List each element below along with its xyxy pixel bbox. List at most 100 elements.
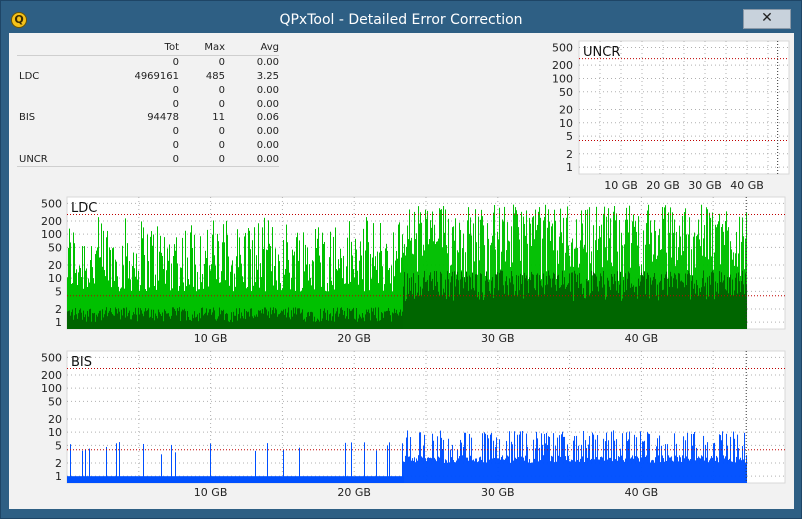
- data-bar: [495, 446, 497, 483]
- title-bar[interactable]: Q QPxTool - Detailed Error Correction ✕: [1, 1, 801, 39]
- data-bar: [715, 460, 717, 483]
- data-bar-dark: [628, 271, 630, 329]
- data-bar: [389, 442, 390, 483]
- data-bar: [584, 461, 586, 483]
- data-bar-dark: [522, 275, 524, 329]
- data-bar-dark: [607, 277, 609, 329]
- data-bar: [250, 476, 251, 483]
- data-bar-dark: [642, 275, 644, 329]
- data-bar: [297, 232, 298, 329]
- data-bar: [400, 272, 401, 329]
- data-bar-dark: [189, 319, 190, 329]
- data-bar: [693, 236, 695, 329]
- data-bar: [351, 442, 352, 483]
- data-bar-dark: [93, 313, 94, 329]
- data-bar-dark: [459, 294, 461, 329]
- data-bar-dark: [321, 321, 322, 329]
- data-bar: [165, 283, 166, 329]
- data-bar: [523, 216, 525, 329]
- data-bar: [225, 476, 226, 483]
- data-bar-dark: [140, 308, 141, 329]
- close-button[interactable]: ✕: [743, 9, 791, 29]
- data-bar-dark: [135, 307, 136, 329]
- data-bar-dark: [479, 299, 481, 329]
- data-bar-dark: [742, 270, 744, 329]
- data-bar-dark: [69, 310, 70, 329]
- data-bar: [98, 476, 99, 483]
- data-bar-dark: [382, 313, 383, 329]
- data-bar-dark: [378, 307, 379, 329]
- data-bar-dark: [514, 295, 516, 329]
- data-bar: [237, 476, 238, 483]
- data-bar: [671, 456, 673, 483]
- data-bar: [360, 241, 361, 329]
- data-bar: [235, 476, 236, 483]
- row-tot: 0: [172, 84, 179, 96]
- x-tick-label: 40 GB: [625, 486, 659, 499]
- data-bar-dark: [746, 284, 748, 329]
- data-bar: [375, 476, 376, 483]
- data-bar-dark: [212, 312, 213, 329]
- data-bar: [655, 457, 657, 483]
- data-bar-dark: [591, 270, 593, 329]
- data-bar: [681, 461, 683, 483]
- data-bar: [311, 285, 312, 329]
- data-bar-dark: [125, 317, 126, 329]
- data-bar: [332, 476, 333, 483]
- data-bar-dark: [139, 314, 140, 329]
- data-bar-dark: [718, 293, 720, 329]
- series-bars: [67, 430, 748, 483]
- data-bar-dark: [570, 291, 572, 329]
- data-bar: [79, 265, 80, 329]
- data-bar-dark: [536, 274, 538, 329]
- data-bar: [464, 432, 466, 483]
- data-bar: [664, 461, 666, 483]
- data-bar: [72, 476, 73, 483]
- data-bar: [215, 476, 216, 483]
- data-bar: [587, 457, 589, 483]
- data-bar-dark: [595, 274, 597, 329]
- data-bar: [170, 476, 171, 483]
- data-bar: [241, 263, 242, 329]
- data-bar: [461, 442, 463, 483]
- data-bar: [717, 457, 719, 483]
- data-bar: [606, 432, 608, 483]
- data-bar: [433, 241, 435, 329]
- data-bar: [469, 433, 471, 483]
- data-bar: [176, 237, 177, 329]
- data-bar-dark: [249, 316, 250, 329]
- data-bar: [311, 476, 312, 483]
- data-bar: [148, 476, 149, 483]
- data-bar: [480, 456, 482, 483]
- data-bar-dark: [701, 287, 703, 329]
- data-bar-dark: [144, 311, 145, 329]
- data-bar: [473, 459, 475, 483]
- data-bar-dark: [334, 321, 335, 329]
- data-bar: [277, 289, 278, 329]
- data-bar-dark: [532, 274, 534, 329]
- data-bar-dark: [475, 274, 477, 329]
- data-bar: [547, 227, 549, 329]
- row-max: 11: [212, 112, 225, 124]
- data-bar: [662, 455, 664, 483]
- data-bar: [173, 476, 174, 483]
- row-max: 485: [205, 70, 225, 82]
- table-row: UNCR 0 0 0.00: [17, 152, 279, 168]
- data-bar: [76, 269, 77, 329]
- data-bar-dark: [720, 282, 722, 329]
- data-bar: [414, 211, 416, 329]
- data-bar: [160, 235, 161, 329]
- data-bar-dark: [524, 272, 526, 329]
- data-bar: [492, 458, 494, 483]
- data-bar-dark: [114, 315, 115, 329]
- data-bar: [149, 476, 150, 483]
- data-bar-dark: [407, 273, 409, 329]
- data-bar: [694, 232, 696, 329]
- data-bar: [609, 457, 611, 483]
- data-bar: [645, 456, 647, 483]
- data-bar-dark: [629, 273, 631, 329]
- data-bar: [432, 211, 434, 329]
- data-bar-dark: [351, 310, 352, 329]
- data-bar-dark: [527, 280, 529, 329]
